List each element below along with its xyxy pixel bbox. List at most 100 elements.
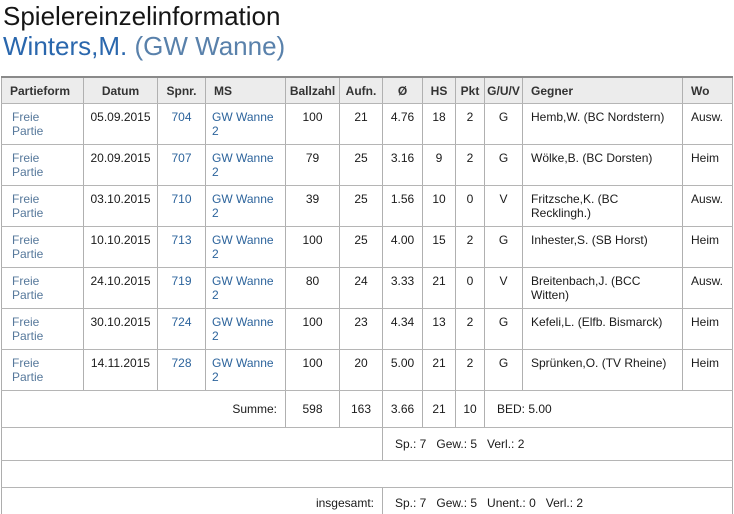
summe-row: Summe: 598 163 3.66 21 10 BED: 5.00	[1, 390, 733, 428]
cell-wo: Heim	[682, 144, 733, 186]
total-stats: Sp.: 7 Gew.: 5 Unent.: 0 Verl.: 2	[382, 487, 733, 514]
cell-guv: G	[484, 144, 523, 186]
cell-datum: 10.10.2015	[83, 226, 158, 268]
cell-ballzahl: 80	[285, 267, 340, 309]
player-heading: Winters,M. (GW Wanne)	[3, 31, 734, 61]
table-row: Freie Partie 03.10.2015 710 GW Wanne 2 3…	[1, 185, 733, 227]
cell-ms-link[interactable]: GW Wanne 2	[205, 185, 286, 227]
cell-guv: G	[484, 226, 523, 268]
cell-hs: 18	[422, 103, 456, 145]
cell-aufn: 24	[339, 267, 383, 309]
cell-gegner: Kefeli,L. (Elfb. Bismarck)	[522, 308, 683, 350]
table-row: Freie Partie 20.09.2015 707 GW Wanne 2 7…	[1, 144, 733, 186]
cell-ms-link[interactable]: GW Wanne 2	[205, 103, 286, 145]
cell-guv: G	[484, 308, 523, 350]
cell-ballzahl: 39	[285, 185, 340, 227]
cell-ms-link[interactable]: GW Wanne 2	[205, 226, 286, 268]
cell-spnr-link[interactable]: 707	[157, 144, 206, 186]
table-row: Freie Partie 05.09.2015 704 GW Wanne 2 1…	[1, 103, 733, 145]
cell-partieform-link[interactable]: Freie Partie	[1, 308, 84, 350]
table-row: Freie Partie 30.10.2015 724 GW Wanne 2 1…	[1, 308, 733, 350]
cell-guv: V	[484, 267, 523, 309]
cell-ballzahl: 100	[285, 308, 340, 350]
cell-aufn: 23	[339, 308, 383, 350]
cell-aufn: 25	[339, 144, 383, 186]
summe-bed: BED: 5.00	[484, 390, 733, 428]
player-name: Winters,M.	[3, 31, 128, 61]
column-header-pkt: Pkt	[455, 77, 485, 104]
cell-ms-link[interactable]: GW Wanne 2	[205, 144, 286, 186]
cell-durchschnitt: 5.00	[382, 349, 423, 391]
cell-spnr-link[interactable]: 719	[157, 267, 206, 309]
cell-pkt: 2	[455, 349, 485, 391]
cell-wo: Ausw.	[682, 267, 733, 309]
cell-spnr-link[interactable]: 713	[157, 226, 206, 268]
cell-hs: 21	[422, 349, 456, 391]
cell-durchschnitt: 1.56	[382, 185, 423, 227]
cell-wo: Ausw.	[682, 185, 733, 227]
cell-partieform-link[interactable]: Freie Partie	[1, 349, 84, 391]
cell-datum: 14.11.2015	[83, 349, 158, 391]
cell-aufn: 21	[339, 103, 383, 145]
cell-partieform-link[interactable]: Freie Partie	[1, 185, 84, 227]
cell-ms-link[interactable]: GW Wanne 2	[205, 308, 286, 350]
cell-durchschnitt: 3.16	[382, 144, 423, 186]
season-stats: Sp.: 7 Gew.: 5 Verl.: 2	[382, 427, 733, 461]
header-row: Partieform Datum Spnr. MS Ballzahl Aufn.…	[1, 77, 733, 104]
summe-durchschnitt: 3.66	[382, 390, 423, 428]
cell-gegner: Sprünken,O. (TV Rheine)	[522, 349, 683, 391]
cell-ms-link[interactable]: GW Wanne 2	[205, 349, 286, 391]
cell-datum: 30.10.2015	[83, 308, 158, 350]
cell-hs: 9	[422, 144, 456, 186]
spacer-row	[1, 460, 733, 488]
cell-aufn: 25	[339, 185, 383, 227]
cell-pkt: 2	[455, 308, 485, 350]
summe-aufn: 163	[339, 390, 383, 428]
cell-aufn: 25	[339, 226, 383, 268]
column-header-aufn: Aufn.	[339, 77, 383, 104]
total-label: insgesamt:	[1, 487, 383, 514]
table-row: Freie Partie 10.10.2015 713 GW Wanne 2 1…	[1, 226, 733, 268]
cell-ms-link[interactable]: GW Wanne 2	[205, 267, 286, 309]
cell-spnr-link[interactable]: 728	[157, 349, 206, 391]
results-table: Partieform Datum Spnr. MS Ballzahl Aufn.…	[1, 76, 733, 514]
cell-partieform-link[interactable]: Freie Partie	[1, 103, 84, 145]
season-stats-row: Sp.: 7 Gew.: 5 Verl.: 2	[1, 427, 733, 461]
spacer-cell	[1, 460, 733, 488]
cell-hs: 15	[422, 226, 456, 268]
cell-pkt: 2	[455, 144, 485, 186]
cell-wo: Ausw.	[682, 103, 733, 145]
cell-hs: 10	[422, 185, 456, 227]
column-header-hs: HS	[422, 77, 456, 104]
summe-ballzahl: 598	[285, 390, 340, 428]
cell-pkt: 2	[455, 226, 485, 268]
cell-gegner: Breitenbach,J. (BCC Witten)	[522, 267, 683, 309]
cell-wo: Heim	[682, 308, 733, 350]
cell-partieform-link[interactable]: Freie Partie	[1, 144, 84, 186]
cell-gegner: Inhester,S. (SB Horst)	[522, 226, 683, 268]
cell-wo: Heim	[682, 349, 733, 391]
column-header-durchschnitt: Ø	[382, 77, 423, 104]
cell-gegner: Wölke,B. (BC Dorsten)	[522, 144, 683, 186]
season-stats-spacer	[1, 427, 383, 461]
total-row: insgesamt: Sp.: 7 Gew.: 5 Unent.: 0 Verl…	[1, 487, 733, 514]
cell-datum: 03.10.2015	[83, 185, 158, 227]
cell-datum: 05.09.2015	[83, 103, 158, 145]
column-header-wo: Wo	[682, 77, 733, 104]
cell-datum: 24.10.2015	[83, 267, 158, 309]
cell-partieform-link[interactable]: Freie Partie	[1, 267, 84, 309]
summe-pkt: 10	[455, 390, 485, 428]
cell-spnr-link[interactable]: 704	[157, 103, 206, 145]
cell-aufn: 20	[339, 349, 383, 391]
title-block: Spielereinzelinformation Winters,M. (GW …	[0, 0, 734, 61]
table-row: Freie Partie 14.11.2015 728 GW Wanne 2 1…	[1, 349, 733, 391]
cell-spnr-link[interactable]: 724	[157, 308, 206, 350]
column-header-spnr: Spnr.	[157, 77, 206, 104]
cell-durchschnitt: 3.33	[382, 267, 423, 309]
cell-spnr-link[interactable]: 710	[157, 185, 206, 227]
cell-partieform-link[interactable]: Freie Partie	[1, 226, 84, 268]
cell-durchschnitt: 4.00	[382, 226, 423, 268]
column-header-ms: MS	[205, 77, 286, 104]
cell-ballzahl: 100	[285, 226, 340, 268]
cell-guv: G	[484, 103, 523, 145]
